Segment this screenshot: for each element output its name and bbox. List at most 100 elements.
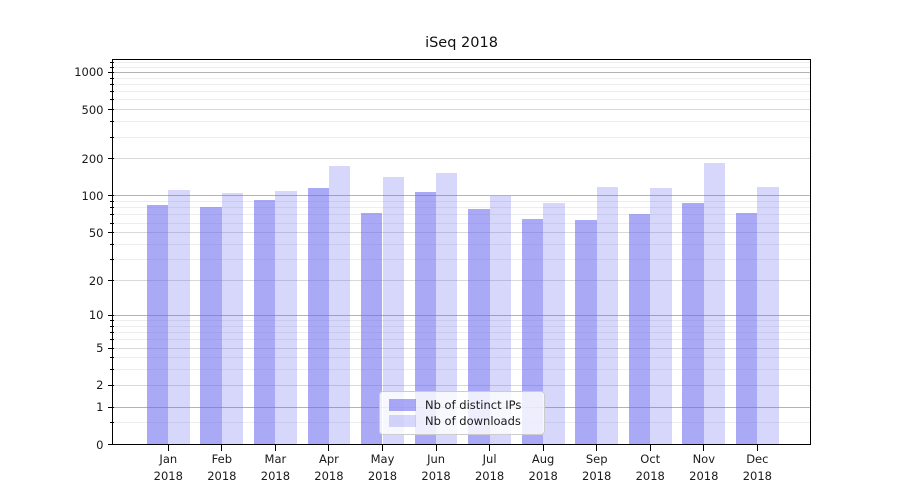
bar-distinct-ips xyxy=(468,209,490,445)
bar-distinct-ips xyxy=(575,219,597,445)
y-minor-tick xyxy=(110,77,114,79)
y-minor-tick xyxy=(110,201,114,203)
x-tick xyxy=(167,444,169,451)
minor-gridline xyxy=(113,91,810,93)
labeled-gridline xyxy=(113,232,810,234)
x-tick-label-year: 2018 xyxy=(474,469,505,483)
x-tick-label-year: 2018 xyxy=(635,469,665,483)
legend: Nb of distinct IPs Nb of downloads xyxy=(379,391,545,435)
y-minor-tick xyxy=(110,259,114,261)
minor-gridline xyxy=(113,339,810,341)
y-major-tick xyxy=(107,158,114,160)
x-tick-label-year: 2018 xyxy=(421,469,451,483)
y-minor-tick xyxy=(110,357,114,359)
y-minor-tick xyxy=(110,422,114,424)
x-tick-label-month: Nov xyxy=(692,452,716,466)
minor-gridline xyxy=(113,83,810,85)
x-tick-label-month: Aug xyxy=(531,452,555,466)
minor-gridline xyxy=(113,136,810,138)
bar-distinct-ips xyxy=(682,202,704,445)
y-major-tick xyxy=(107,109,114,111)
minor-gridline xyxy=(113,214,810,216)
minor-gridline xyxy=(113,121,810,123)
y-minor-tick xyxy=(110,325,114,327)
y-minor-tick xyxy=(110,369,114,371)
x-tick-label-month: May xyxy=(370,452,395,466)
x-tick-label-month: Mar xyxy=(264,452,287,466)
x-tick-label-year: 2018 xyxy=(367,469,398,483)
chart-title: iSeq 2018 xyxy=(425,35,498,51)
minor-gridline xyxy=(113,369,810,371)
y-minor-tick xyxy=(110,222,114,224)
bar-distinct-ips xyxy=(628,214,651,445)
bar-downloads xyxy=(757,186,779,445)
bar-distinct-ips xyxy=(735,213,758,445)
y-tick-label: 2 xyxy=(96,378,104,393)
x-tick-label-year: 2018 xyxy=(260,469,291,483)
labeled-gridline xyxy=(113,280,810,282)
minor-gridline xyxy=(113,201,810,203)
y-tick-label: 200 xyxy=(81,151,104,166)
x-tick-label-year: 2018 xyxy=(153,469,183,483)
x-tick-label-month: Feb xyxy=(211,452,233,466)
bar-distinct-ips xyxy=(307,188,329,445)
y-major-tick xyxy=(107,232,114,234)
bar-downloads xyxy=(436,173,458,445)
x-tick xyxy=(274,444,276,451)
x-tick-label-year: 2018 xyxy=(314,469,344,483)
x-tick-label-year: 2018 xyxy=(742,469,772,483)
y-tick-label: 10 xyxy=(88,308,104,323)
bar-distinct-ips xyxy=(200,206,222,445)
bar-downloads xyxy=(489,195,511,445)
y-tick-label: 1 xyxy=(96,400,104,415)
y-tick-label: 0 xyxy=(96,437,104,452)
bar-distinct-ips xyxy=(254,200,276,445)
y-tick-label: 5 xyxy=(96,341,104,355)
bar-distinct-ips xyxy=(521,218,544,445)
y-minor-tick xyxy=(110,66,114,68)
y-major-tick xyxy=(107,71,114,73)
x-tick xyxy=(703,444,705,451)
minor-gridline xyxy=(113,99,810,101)
labeled-gridline xyxy=(113,384,810,386)
bar-downloads xyxy=(168,189,190,445)
y-minor-tick xyxy=(110,62,114,64)
x-tick-label-month: Apr xyxy=(318,452,339,466)
x-tick-label-month: Oct xyxy=(640,452,661,466)
x-tick xyxy=(756,444,758,451)
y-tick-label: 500 xyxy=(81,102,104,117)
bar-downloads xyxy=(221,193,244,445)
y-minor-tick xyxy=(110,121,114,123)
bar-distinct-ips xyxy=(414,191,437,445)
labeled-gridline xyxy=(113,109,810,111)
y-minor-tick xyxy=(110,339,114,341)
y-minor-tick xyxy=(110,136,114,138)
x-tick-label-month: Dec xyxy=(746,452,769,466)
y-tick-label: 1000 xyxy=(74,65,104,80)
minor-gridline xyxy=(113,62,810,64)
labeled-gridline xyxy=(113,158,810,160)
legend-swatch-downloads xyxy=(389,415,416,427)
minor-gridline xyxy=(113,207,810,209)
bar-downloads xyxy=(328,165,351,445)
y-minor-tick xyxy=(110,214,114,216)
minor-gridline xyxy=(113,77,810,79)
legend-label-distinct-ips: Nb of distinct IPs xyxy=(425,398,522,412)
major-gridline xyxy=(113,314,810,316)
minor-gridline xyxy=(113,259,810,261)
x-tick xyxy=(221,444,223,451)
y-major-tick xyxy=(107,195,114,197)
x-tick-label-month: Jun xyxy=(427,452,446,466)
x-tick xyxy=(596,444,598,451)
x-tick xyxy=(649,444,651,451)
y-tick-label: 50 xyxy=(88,225,104,240)
y-major-tick xyxy=(107,280,114,282)
labeled-gridline xyxy=(113,347,810,349)
x-tick-label-month: Jul xyxy=(482,452,497,466)
bar-distinct-ips xyxy=(361,213,383,445)
y-tick-label: 100 xyxy=(81,188,104,203)
x-tick-label-month: Sep xyxy=(585,452,608,466)
bar-downloads xyxy=(596,187,619,445)
y-minor-tick xyxy=(110,91,114,93)
